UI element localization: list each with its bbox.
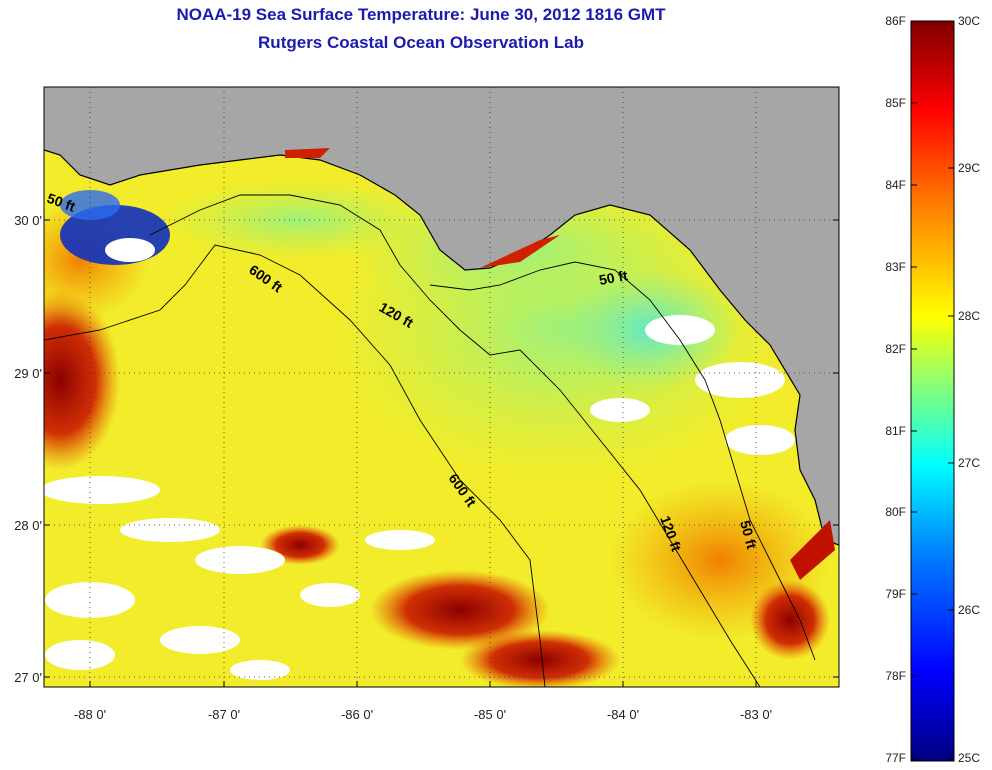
colorbar-ticks — [911, 20, 954, 759]
plot-frame — [43, 86, 840, 688]
lat-label: 28 0' — [14, 518, 42, 533]
colorbar-f-label: 83F — [885, 260, 906, 274]
colorbar-c-label: 25C — [958, 751, 980, 765]
colorbar-f-label: 84F — [885, 178, 906, 192]
colorbar-c-label: 26C — [958, 603, 980, 617]
isobath-label-50ft-south: 50 ft — [737, 519, 760, 551]
colorbar-c-label: 27C — [958, 456, 980, 470]
colorbar — [910, 20, 955, 762]
isobath-120ft — [149, 194, 761, 687]
isobath-600ft — [44, 244, 546, 687]
lat-label: 30 0' — [14, 213, 42, 228]
colorbar-c-label: 28C — [958, 309, 980, 323]
isobath-lines — [44, 194, 816, 687]
lon-label: -86 0' — [341, 707, 373, 722]
lat-label: 29 0' — [14, 366, 42, 381]
land-mass — [44, 87, 839, 545]
graticule — [44, 87, 839, 687]
colorbar-c-label: 29C — [958, 161, 980, 175]
warm-patch-south — [370, 570, 550, 650]
isobath-label-50ft: 50 ft — [598, 267, 629, 288]
colorbar-f-label: 86F — [885, 14, 906, 28]
colorbar-f-label: 81F — [885, 424, 906, 438]
lat-label: 27 0' — [14, 670, 42, 685]
colorbar-f-label: 78F — [885, 669, 906, 683]
axis-ticks — [44, 219, 839, 687]
lon-label: -88 0' — [74, 707, 106, 722]
isobath-50ft — [429, 261, 816, 661]
lon-label: -85 0' — [474, 707, 506, 722]
colorbar-f-label: 82F — [885, 342, 906, 356]
warm-patch-west — [44, 290, 120, 470]
cloud-cover — [44, 238, 795, 680]
colorbar-f-label: 77F — [885, 751, 906, 765]
colorbar-f-label: 85F — [885, 96, 906, 110]
map-title: NOAA-19 Sea Surface Temperature: June 30… — [176, 5, 666, 24]
lon-label: -87 0' — [208, 707, 240, 722]
colorbar-f-label: 79F — [885, 587, 906, 601]
map-subtitle: Rutgers Coastal Ocean Observation Lab — [258, 33, 584, 52]
lon-label: -83 0' — [740, 707, 772, 722]
colorbar-f-label: 80F — [885, 505, 906, 519]
lon-label: -84 0' — [607, 707, 639, 722]
colorbar-c-label: 30C — [958, 14, 980, 28]
